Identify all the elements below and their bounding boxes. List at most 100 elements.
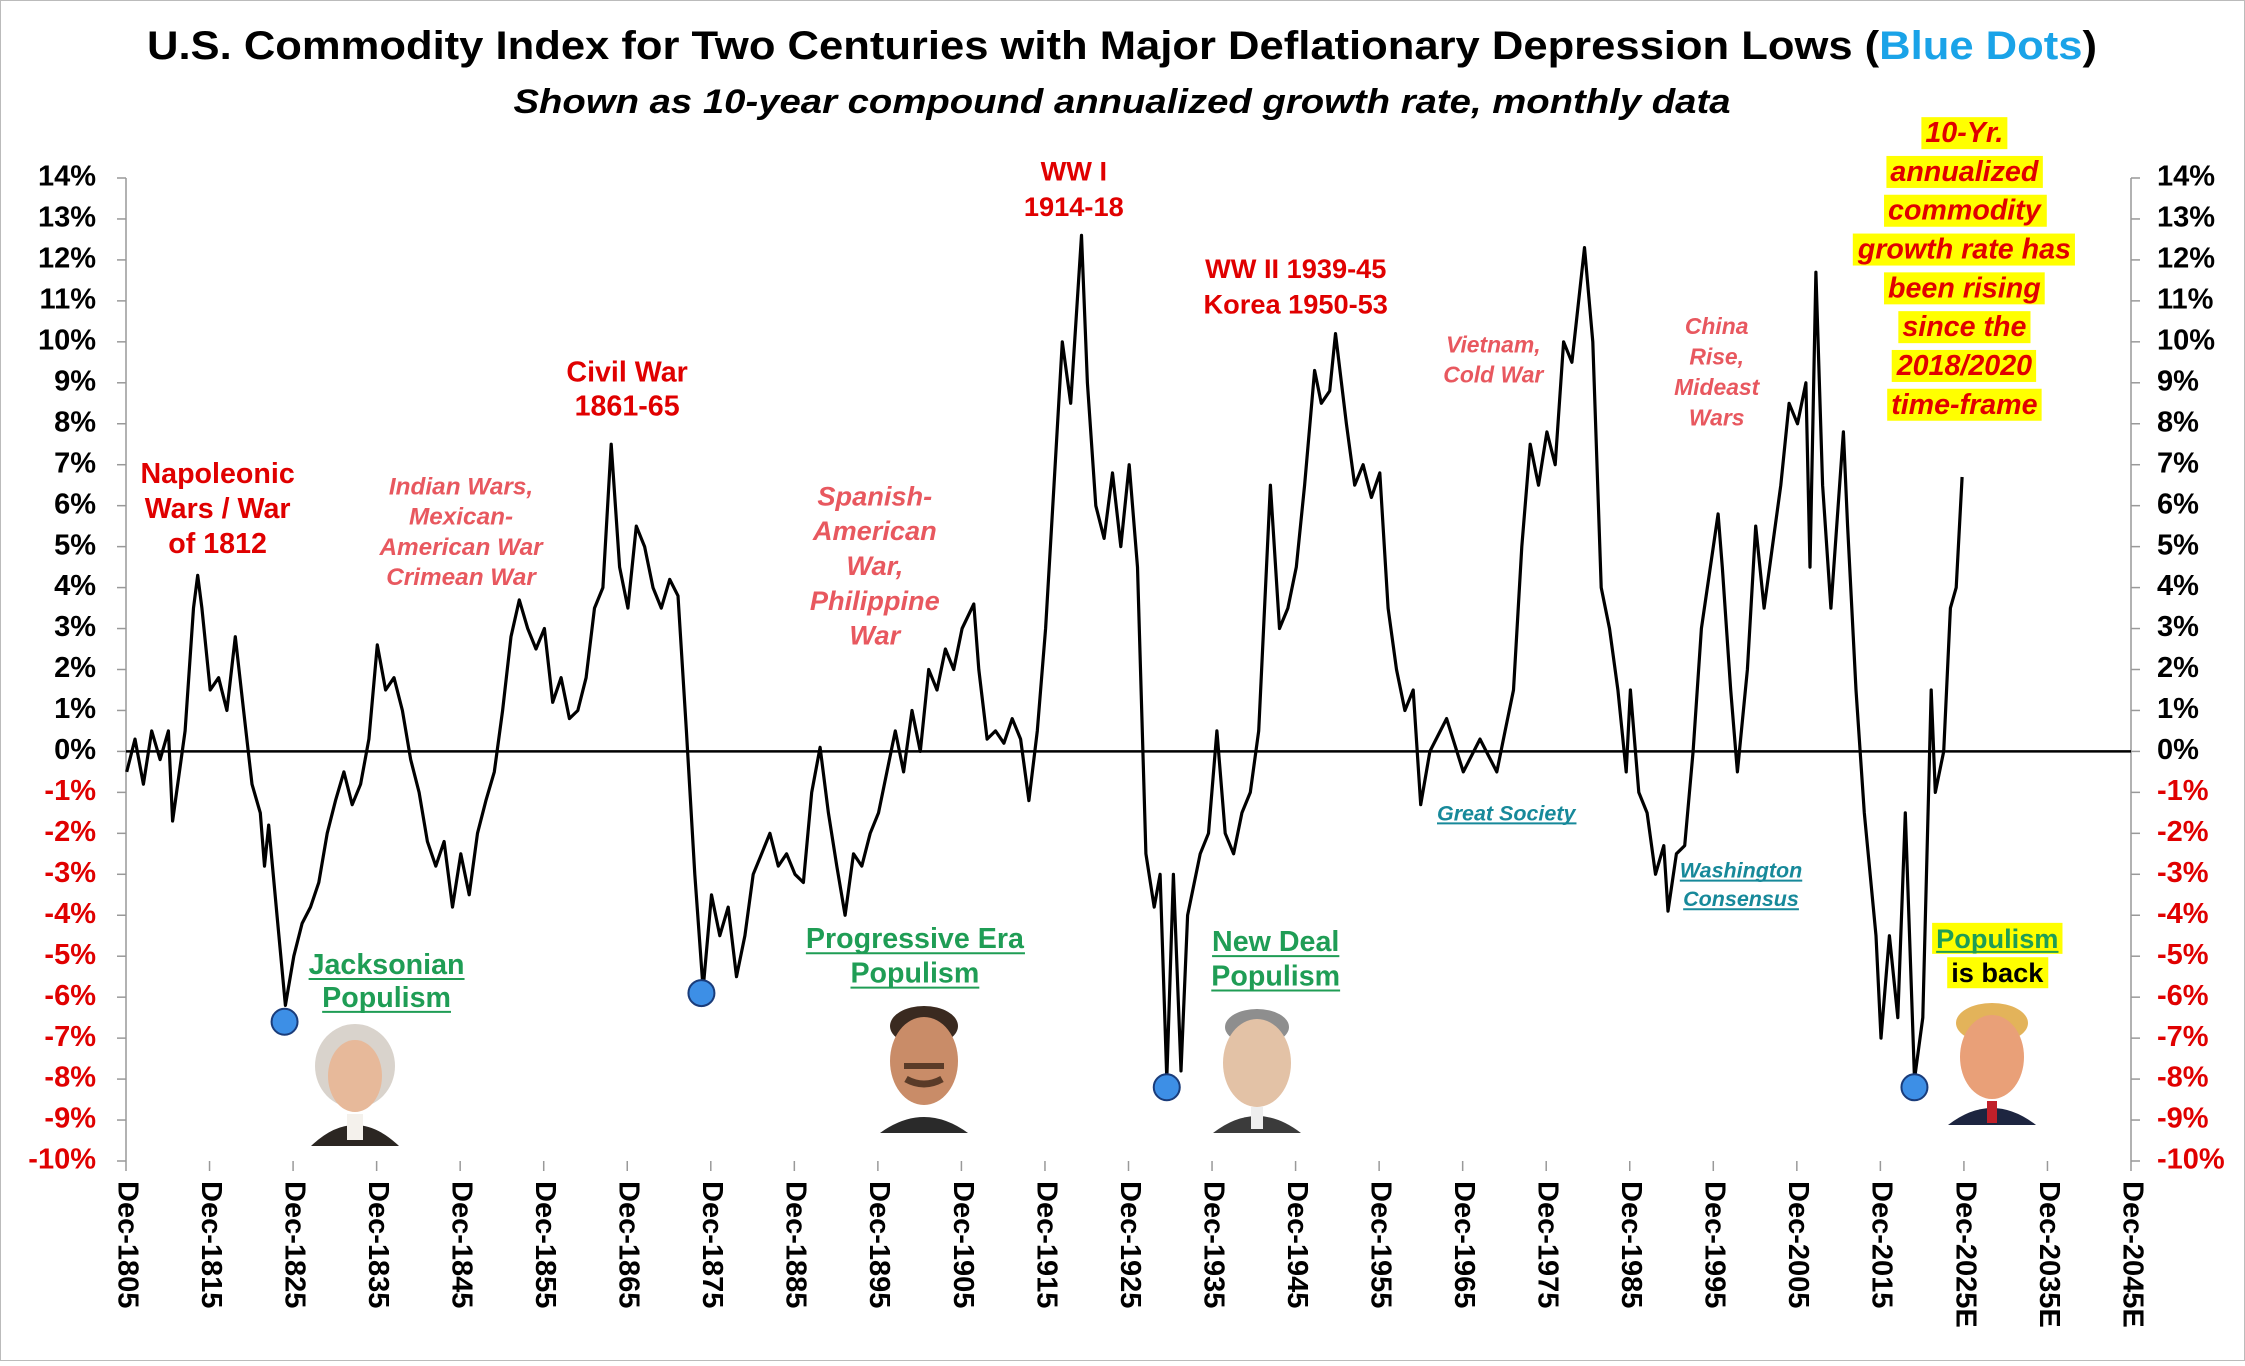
- annotation-text: Populism: [850, 958, 979, 990]
- y2-tick-label: 12%: [2157, 243, 2215, 275]
- annotation-text: Progressive Era: [806, 923, 1025, 955]
- x-tick-label: Dec-1975: [1532, 1181, 1564, 1308]
- y-tick-label: -8%: [44, 1062, 96, 1094]
- y-tick-label: -10%: [28, 1144, 96, 1176]
- highlight: [1884, 272, 2045, 305]
- x-tick-label: Dec-2045E: [2116, 1181, 2148, 1328]
- y-tick-label: 0%: [54, 734, 96, 766]
- y2-tick-label: -4%: [2157, 898, 2209, 930]
- annotation-text: Cold War: [1443, 362, 1544, 388]
- y-tick-label: -9%: [44, 1103, 96, 1135]
- y2-tick-label: 10%: [2157, 324, 2215, 356]
- y-tick-label: -5%: [44, 939, 96, 971]
- y2-tick-label: -9%: [2157, 1103, 2209, 1135]
- annotation: WW I 1914-18: [1024, 155, 1124, 222]
- y-tick-label: -1%: [44, 775, 96, 807]
- annotation: Indian Wars, Mexican- American War Crimean …: [378, 474, 544, 591]
- y2-tick-label: -7%: [2157, 1021, 2209, 1053]
- y-tick-label: 5%: [54, 529, 96, 561]
- y2-tick-label: -3%: [2157, 857, 2209, 889]
- annotation-text: Wars: [1689, 404, 1745, 430]
- annotation-text: American: [812, 515, 937, 546]
- annotation-text: WW I: [1041, 155, 1107, 186]
- y-tick-label: 8%: [54, 406, 96, 438]
- y2-tick-label: -6%: [2157, 980, 2209, 1012]
- y-tick-label: 4%: [54, 570, 96, 602]
- highlight: [1884, 194, 2047, 227]
- y-tick-label: -7%: [44, 1021, 96, 1053]
- annotation-text: Philippine: [810, 585, 940, 616]
- x-tick-label: Dec-1865: [613, 1181, 645, 1308]
- annotation: Spanish- American War, Philippine War: [810, 480, 940, 650]
- annotation-text: Consensus: [1683, 887, 1799, 911]
- y-tick-label: 7%: [54, 447, 96, 479]
- annotation-text: American War: [378, 534, 544, 561]
- y2-tick-label: 4%: [2157, 570, 2199, 602]
- annotation-text: Spanish-: [817, 480, 932, 511]
- y-tick-label: 10%: [38, 324, 96, 356]
- highlight: [1921, 117, 2008, 150]
- series-line: [125, 233, 1964, 1081]
- x-tick-label: Dec-1995: [1699, 1181, 1731, 1308]
- y2-tick-label: 0%: [2157, 734, 2199, 766]
- annotation-text: Mexican-: [409, 504, 513, 531]
- annotation: 10-Yr. annualized commodity growth rate has…: [1852, 117, 2075, 421]
- annotation-text: commodity: [1888, 195, 2043, 227]
- title-text: U.S. Commodity Index for Two Centuries w…: [147, 24, 1880, 68]
- low-dot: [270, 1007, 299, 1036]
- annotation: WW II 1939-45 Korea 1950-53: [1204, 253, 1388, 320]
- annotation-text: of 1812: [168, 528, 267, 560]
- annotation-text: time-frame: [1891, 389, 2037, 421]
- x-tick-label: Dec-1845: [446, 1181, 478, 1308]
- annotation-text: New Deal: [1212, 926, 1339, 958]
- y2-tick-label: 2%: [2157, 652, 2199, 684]
- x-tick-label: Dec-1885: [780, 1181, 812, 1308]
- annotation-text: 2018/2020: [1896, 350, 2032, 382]
- x-tick-label: Dec-1955: [1364, 1181, 1396, 1308]
- x-tick-label: Dec-1825: [278, 1181, 310, 1308]
- highlight: [1898, 311, 2031, 344]
- annotation-text: annualized: [1890, 156, 2038, 188]
- y2-tick-label: 11%: [2157, 284, 2214, 316]
- annotation-text: Populism: [1211, 960, 1340, 992]
- y2-tick-label: 9%: [2157, 365, 2199, 397]
- portrait: [1948, 1003, 2036, 1125]
- x-tick-label: Dec-1925: [1114, 1181, 1146, 1308]
- x-tick-label: Dec-2035E: [2033, 1181, 2065, 1328]
- y2-tick-label: -1%: [2157, 775, 2209, 807]
- y2-tick-label: 1%: [2157, 693, 2199, 725]
- highlight: [1886, 155, 2043, 188]
- annotation-text: 10-Yr.: [1925, 117, 2003, 149]
- annotation-text: Crimean War: [386, 564, 537, 591]
- annotation-text: Indian Wars,: [389, 474, 533, 501]
- x-tick-label: Dec-2015: [1866, 1181, 1898, 1308]
- x-tick-label: Dec-1945: [1281, 1181, 1313, 1308]
- annotation-text: War,: [846, 550, 903, 581]
- annotation-text: Washington: [1680, 859, 1802, 883]
- title-highlight: Blue Dots: [1879, 24, 2082, 68]
- y2-tick-label: 7%: [2157, 447, 2199, 479]
- highlight: [1852, 233, 2075, 266]
- annotation-text: Great Society: [1437, 801, 1576, 825]
- chart-title: U.S. Commodity Index for Two Centuries w…: [147, 24, 2097, 68]
- y-tick-label: 12%: [38, 243, 96, 275]
- portraits: [311, 1003, 2036, 1146]
- annotation-text: been rising: [1888, 272, 2041, 304]
- y-tick-label: 14%: [38, 161, 96, 193]
- x-tick-label: Dec-1815: [195, 1181, 227, 1308]
- annotation-text: Populism: [1936, 923, 2058, 954]
- y2-tick-label: -2%: [2157, 816, 2209, 848]
- low-dot: [1900, 1073, 1929, 1102]
- y2-tick-label: 14%: [2157, 161, 2215, 193]
- annotation-text: is back: [1951, 957, 2044, 988]
- annotation-text: 1914-18: [1024, 191, 1124, 222]
- y-tick-label: 11%: [40, 284, 97, 316]
- y-tick-label: -2%: [44, 816, 96, 848]
- highlight: [1932, 922, 2063, 954]
- y2-tick-label: -8%: [2157, 1062, 2209, 1094]
